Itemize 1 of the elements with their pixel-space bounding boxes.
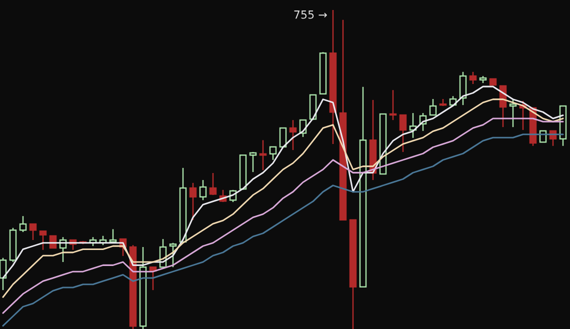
annotation: 755 → [294,10,327,19]
